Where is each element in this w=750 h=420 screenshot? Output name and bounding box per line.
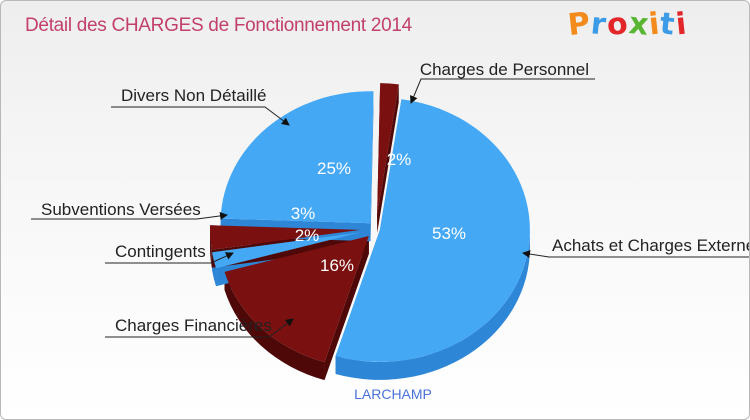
pie-slice-face <box>370 91 374 242</box>
leader-line <box>31 211 228 220</box>
leader-line <box>410 78 595 104</box>
pie-slice <box>210 225 361 250</box>
category-label: Contingents <box>115 242 206 261</box>
leader-line <box>522 250 749 259</box>
pie-slice-face <box>377 84 399 234</box>
pie-slice <box>335 99 530 362</box>
slice-percent-label: 53% <box>432 224 466 243</box>
slice-percent-label: 3% <box>291 204 316 223</box>
commune-label: LARCHAMP <box>354 386 432 402</box>
slice-percent-label: 2% <box>387 150 412 169</box>
pie-slice <box>212 232 361 269</box>
chart-title: Détail des CHARGES de Fonctionnement 201… <box>25 15 412 36</box>
pie-slice <box>377 83 399 216</box>
slice-percent-label: 25% <box>317 159 351 178</box>
leader-line <box>105 318 294 338</box>
leader-line <box>111 106 290 126</box>
pie-slice <box>220 91 374 224</box>
pie-slice-face <box>324 235 369 381</box>
slice-percent-label: 16% <box>320 256 354 275</box>
slice-percent-label: 2% <box>295 226 320 245</box>
pie-slice-side <box>224 271 325 381</box>
pie-slice-side <box>210 229 212 268</box>
category-label: Charges de Personnel <box>420 60 589 79</box>
category-label: Charges Financières <box>115 316 272 335</box>
pie-slice-side <box>335 229 530 380</box>
leader-line <box>105 252 234 264</box>
category-label: Achats et Charges Externes <box>552 236 750 255</box>
category-label: Subventions Versées <box>41 200 201 219</box>
pie-slice <box>224 235 369 363</box>
category-label: Divers Non Détaillé <box>121 86 267 105</box>
